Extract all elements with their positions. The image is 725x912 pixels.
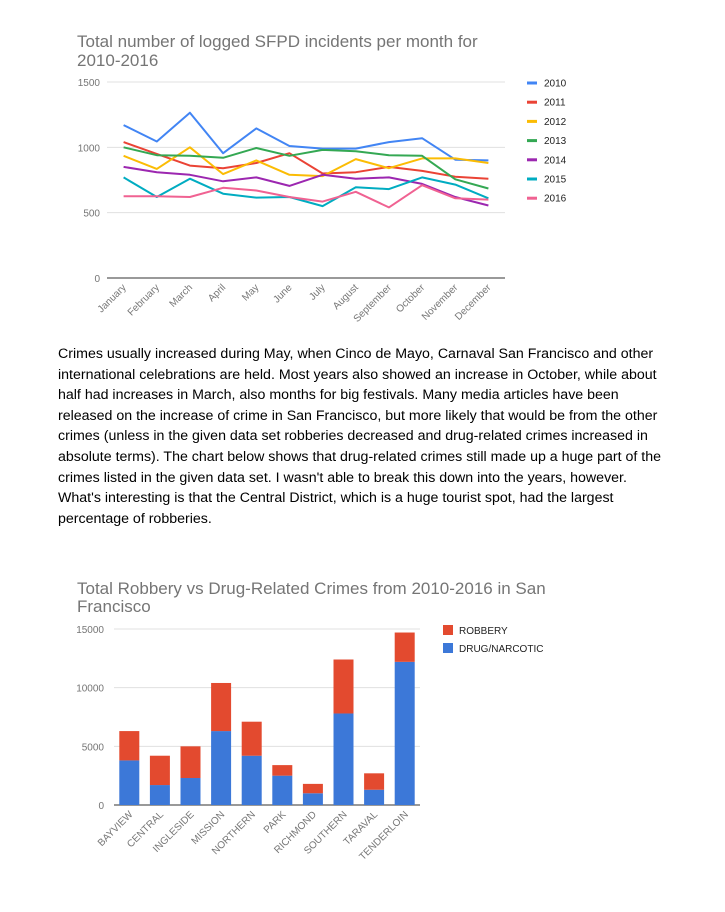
legend-swatch <box>443 625 453 635</box>
chart-title-line-2: Francisco <box>77 597 151 616</box>
x-tick-label: PARK <box>262 809 289 836</box>
bar-drug-narcotic-northern <box>241 755 262 805</box>
y-tick-label: 0 <box>98 801 104 812</box>
bar-robbery-northern <box>241 721 262 756</box>
y-tick-label: 1500 <box>78 78 101 89</box>
series-line-2014 <box>123 165 489 207</box>
bar-robbery-richmond <box>302 783 323 794</box>
legend-label: 2012 <box>544 117 567 128</box>
x-tick-label: June <box>271 282 294 305</box>
legend-swatch <box>527 119 537 123</box>
series-line-2015 <box>123 176 489 208</box>
body-paragraph: Crimes usually increased during May, whe… <box>58 346 662 527</box>
chart-title-line-2: 2010-2016 <box>77 51 158 70</box>
series-line-2011 <box>123 141 489 180</box>
bar-robbery-ingleside <box>180 746 201 779</box>
bar-drug-narcotic-mission <box>211 731 232 805</box>
x-tick-label: July <box>307 282 327 302</box>
y-tick-label: 1000 <box>78 143 101 154</box>
chart-title-line-1: Total number of logged SFPD incidents pe… <box>77 32 478 51</box>
bar-robbery-mission <box>211 682 232 732</box>
x-tick-label: January <box>96 282 129 315</box>
y-tick-label: 10000 <box>76 684 104 695</box>
chart-title-line-1: Total Robbery vs Drug-Related Crimes fro… <box>77 579 546 598</box>
legend-label: 2016 <box>544 194 567 205</box>
incidents-line-chart: Total number of logged SFPD incidents pe… <box>77 32 567 325</box>
legend-swatch <box>527 81 537 85</box>
bar-robbery-central <box>149 755 170 786</box>
legend-label: 2015 <box>544 175 567 186</box>
legend-swatch <box>527 158 537 162</box>
series-line-2010 <box>123 111 489 162</box>
bar-drug-narcotic-taraval <box>364 789 385 805</box>
robbery-drug-bar-chart: Total Robbery vs Drug-Related Crimes fro… <box>76 579 546 863</box>
legend-label: DRUG/NARCOTIC <box>459 644 543 655</box>
x-tick-label: April <box>206 282 228 304</box>
legend-label: ROBBERY <box>459 626 508 637</box>
bar-drug-narcotic-richmond <box>302 793 323 805</box>
stacked-bars <box>119 632 415 805</box>
x-tick-label: August <box>331 282 361 312</box>
bar-drug-narcotic-tenderloin <box>394 661 415 805</box>
y-tick-label: 500 <box>83 209 100 220</box>
x-tick-label: February <box>126 282 162 318</box>
legend-swatch <box>527 196 537 200</box>
y-axis-ticks: 0 5000 10000 15000 <box>76 625 104 812</box>
y-tick-label: 0 <box>94 274 100 285</box>
bar-robbery-southern <box>333 659 354 714</box>
bar-drug-narcotic-park <box>272 775 293 805</box>
legend-label: 2010 <box>544 79 567 90</box>
bar-robbery-bayview <box>119 731 140 761</box>
bar-robbery-taraval <box>364 773 385 790</box>
legend-swatch <box>443 643 453 653</box>
legend-swatch <box>527 139 537 143</box>
x-tick-label: October <box>394 282 427 315</box>
legend-label: 2011 <box>544 98 566 109</box>
legend-label: 2014 <box>544 155 567 166</box>
x-tick-label: May <box>240 282 261 303</box>
legend-label: 2013 <box>544 136 567 147</box>
series-lines <box>123 111 489 209</box>
x-tick-label: March <box>168 282 195 309</box>
legend-swatch <box>527 100 537 104</box>
legend-swatch <box>527 177 537 181</box>
bar-drug-narcotic-southern <box>333 713 354 805</box>
bar-drug-narcotic-central <box>149 785 170 805</box>
y-tick-label: 5000 <box>82 742 105 753</box>
series-line-2012 <box>123 146 489 178</box>
bar-robbery-park <box>272 765 293 776</box>
series-line-2013 <box>123 146 489 190</box>
bar-robbery-tenderloin <box>394 632 415 662</box>
x-tick-label: December <box>453 282 494 323</box>
series-line-2016 <box>123 184 489 209</box>
legend: 2010 2011 2012 2013 2014 2015 2016 <box>527 79 567 205</box>
y-axis-ticks: 0 500 1000 1500 <box>78 78 101 285</box>
legend: ROBBERY DRUG/NARCOTIC <box>443 625 543 655</box>
bar-drug-narcotic-ingleside <box>180 778 201 805</box>
bar-drug-narcotic-bayview <box>119 760 140 805</box>
y-tick-label: 15000 <box>76 625 104 636</box>
